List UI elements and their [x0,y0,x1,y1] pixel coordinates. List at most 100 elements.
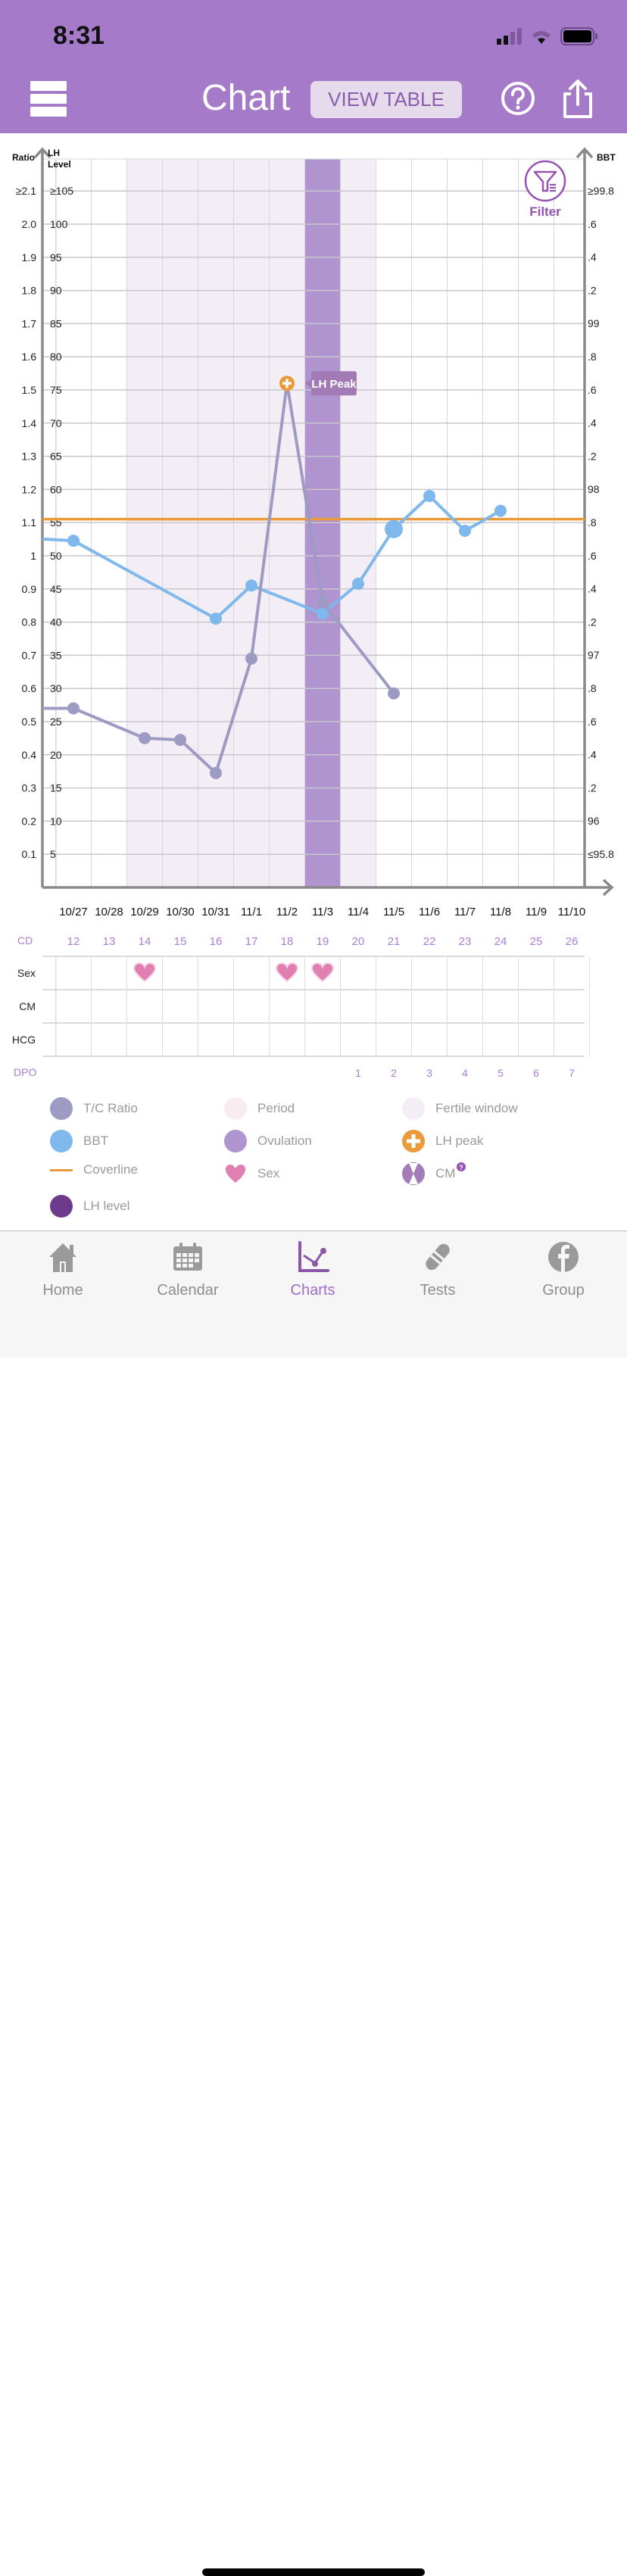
ratio-tick-label: 1.6 [22,351,37,363]
help-button[interactable] [501,81,535,116]
cycle-day-label: 24 [494,935,507,948]
dpo-row-label: DPO [14,1066,36,1078]
lh-peak-icon [402,1130,425,1152]
share-button[interactable] [560,79,595,120]
bbt-point [423,489,435,502]
status-icons [497,27,598,45]
lh-axis-label-line2: Level [48,159,71,170]
date-label: 11/1 [241,906,262,918]
ratio-tick-label: 2.0 [22,218,37,230]
lh-tick-label: 25 [50,716,62,728]
view-table-button[interactable]: VIEW TABLE [310,81,462,118]
lh-tick-label: 95 [50,251,62,264]
lh-tick-label: 20 [50,749,62,761]
facebook-icon [548,1242,579,1272]
bbt-point [245,579,257,592]
ratio-tick-label: 1.8 [22,285,37,297]
x-axis [42,878,614,897]
tab-calendar[interactable]: Calendar [142,1240,233,1299]
bbt-point [67,535,80,547]
date-label: 11/7 [454,906,476,918]
ratio-tick-label: 0.1 [22,848,37,860]
legend-bbt: BBT [50,1130,108,1152]
cycle-day-label: 20 [352,935,365,948]
bbt-point [494,504,507,517]
bbt-tick-label: .4 [588,583,597,595]
calendar-icon [173,1243,202,1271]
bbt-tick-label: .6 [588,218,597,230]
tab-tests[interactable]: Tests [392,1240,483,1299]
ratio-tick-label: 1.4 [22,417,37,429]
legend-label: T/C Ratio [83,1101,138,1115]
bbt-tick-label: .6 [588,550,597,562]
ratio-tick-label: 0.8 [22,616,37,628]
menu-button[interactable] [30,81,67,117]
bbt-tick-label: .8 [588,516,597,529]
tab-home[interactable]: Home [17,1240,108,1299]
filter-label: Filter [529,204,561,219]
legend-period: Period [224,1097,295,1120]
svg-text:?: ? [460,1164,464,1171]
status-time: 8:31 [53,21,105,50]
ratio-tick-label: 1 [30,550,36,562]
ratio-tick-label: 0.7 [22,649,37,661]
bbt-tick-label: .2 [588,450,597,462]
bbt-point [459,524,471,537]
date-label: 11/5 [383,906,404,918]
chart-icon [298,1241,329,1272]
legend-label: LH level [83,1199,130,1213]
lh-tick-label: 35 [50,649,62,661]
tab-label: Home [42,1282,83,1299]
legend-label: LH peak [435,1134,484,1148]
signal-icon [497,28,522,45]
cycle-day-label: 23 [459,935,472,948]
dpo-label: 7 [569,1067,575,1079]
app-header: 8:31 Chart VIEW TABLE [0,0,627,133]
filter-button[interactable]: Filter [524,160,566,219]
date-label: 11/4 [348,906,369,918]
ratio-tick-label: 0.3 [22,782,37,794]
cycle-day-label: 22 [423,935,436,948]
lh-tick-label: 50 [50,550,62,562]
lh-tick-label: 65 [50,451,62,463]
bbt-tick-label: .4 [588,417,597,429]
ratio-tick-label: ≥2.1 [16,185,36,197]
ratio-tick-label: 1.5 [22,384,37,396]
ratio-tick-label: 0.2 [22,815,37,827]
coverline-line-icon [50,1168,73,1171]
ratio-tick-label: 1.9 [22,251,37,264]
tab-charts[interactable]: Charts [267,1240,358,1299]
bbt-point [317,607,329,620]
tc-ratio-point [139,731,151,744]
lh-tick-label: 90 [50,285,62,297]
bbt-tick-label: .6 [588,384,597,396]
lh-tick-label: 10 [50,815,62,827]
ratio-axis-label: Ratio [12,152,35,163]
bbt-point [385,519,403,538]
cycle-day-label: 14 [139,935,151,948]
date-label: 10/27 [59,906,88,918]
battery-icon [560,27,597,45]
bbt-point [210,613,222,625]
cm-row-label: CM [19,1000,36,1012]
date-label: 10/28 [95,906,123,918]
lh-tick-label: 5 [50,848,56,860]
dpo-label: 5 [498,1067,504,1079]
cycle-day-label: 16 [210,935,223,948]
date-label: 10/29 [130,906,159,918]
dpo-label: 1 [355,1067,361,1079]
cm-help-icon[interactable]: ? [457,1162,466,1171]
home-indicator [202,2568,425,2576]
hamburger-icon [30,81,67,117]
test-strip-icon [426,1243,450,1271]
tab-group[interactable]: Group [518,1240,609,1299]
legend-label: Ovulation [257,1134,312,1148]
lh-tick-label: 60 [50,483,62,495]
legend-label: Period [257,1101,295,1115]
bbt-tick-label: 97 [588,649,600,661]
fertile-dot-icon [402,1097,425,1120]
lh-tick-label: 45 [50,583,62,595]
sex-row-label: Sex [17,967,36,979]
legend-label: Coverline [83,1162,138,1177]
date-label: 11/10 [558,906,585,918]
